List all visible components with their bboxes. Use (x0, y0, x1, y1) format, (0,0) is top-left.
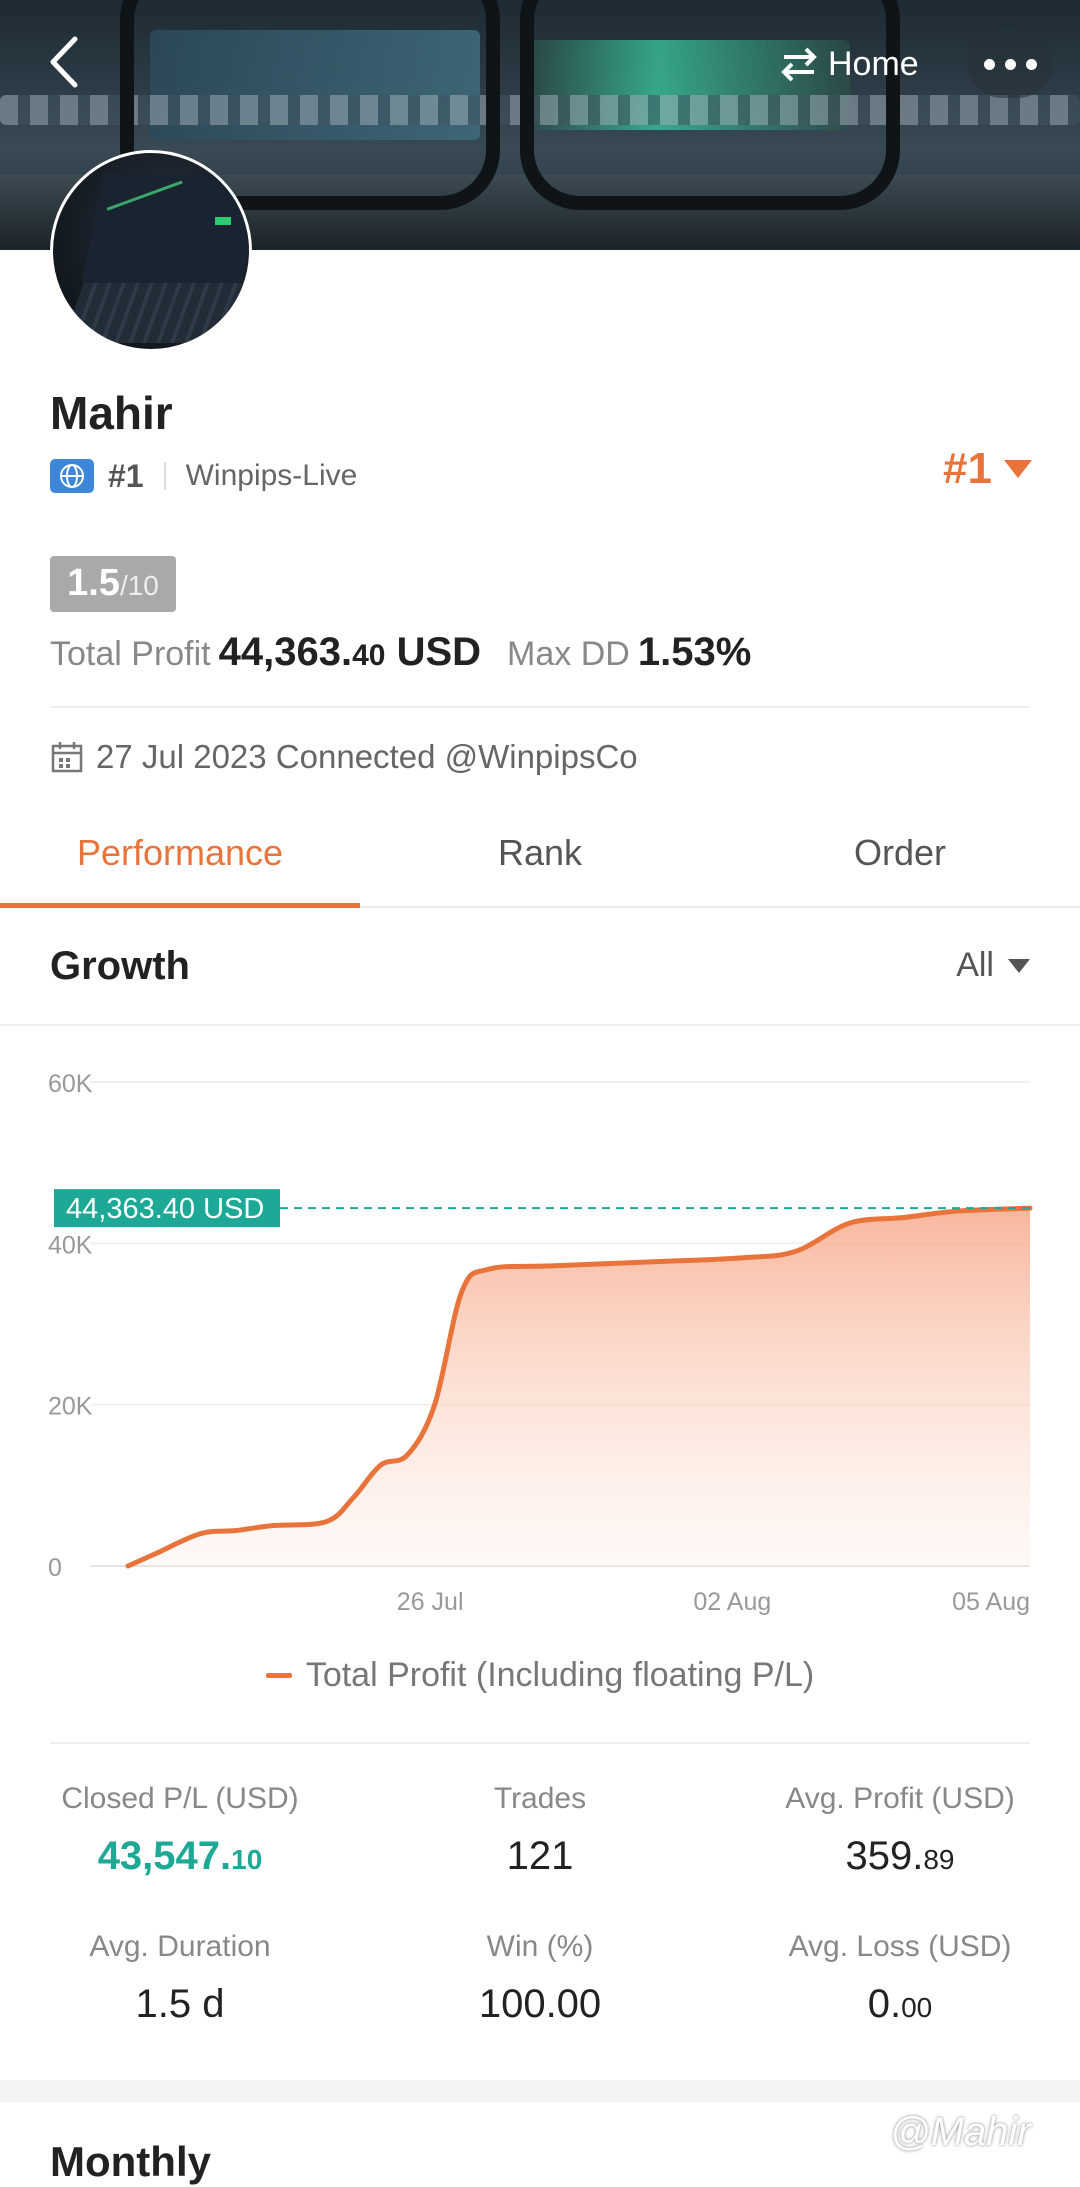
profile-name: Mahir (50, 387, 173, 439)
caret-down-icon (1008, 958, 1030, 973)
profit-summary: Total Profit 44,363.40 USD Max DD 1.53% (50, 630, 751, 675)
separator (163, 462, 166, 490)
stat-label: Closed P/L (USD) (61, 1782, 299, 1815)
y-tick-label: 60K (48, 1070, 93, 1098)
divider (50, 706, 1030, 708)
range-label: All (956, 946, 994, 984)
home-label: Home (828, 44, 919, 83)
watermark: @Mahir (890, 2110, 1031, 2154)
stat-value: 359.89 (845, 1834, 955, 1878)
caret-down-icon (1004, 460, 1032, 478)
chart-legend: Total Profit (Including floating P/L) (0, 1656, 1080, 1695)
score-badge: 1.5/10 (50, 556, 176, 612)
x-tick-label: 05 Aug (952, 1588, 1030, 1616)
rank-dropdown[interactable]: #1 (943, 444, 1032, 494)
divider (50, 1742, 1030, 1744)
range-dropdown[interactable]: All (956, 946, 1030, 985)
dot-icon (983, 58, 995, 70)
growth-header: Growth All (0, 908, 1080, 1026)
avatar[interactable] (50, 150, 252, 352)
global-rank: #1 (108, 457, 144, 494)
score-value: 1.5 (67, 562, 120, 604)
stat-label: Avg. Duration (89, 1930, 271, 1963)
connection-info: 27 Jul 2023 Connected @WinpipsCo (50, 738, 638, 776)
stat-value: 121 (506, 1834, 574, 1878)
current-value-badge: 44,363.40 USD (54, 1189, 280, 1228)
tab-order[interactable]: Order (853, 832, 947, 873)
swap-arrows-icon (781, 47, 817, 82)
banner-dock (0, 95, 1080, 125)
broker-name: Winpips-Live (185, 459, 358, 492)
back-button[interactable] (40, 30, 88, 94)
stat-value: 0.00 (867, 1982, 933, 2026)
rank-row: #1 Winpips-Live (50, 456, 357, 496)
max-dd-label: Max DD (507, 635, 630, 673)
dot-icon (1025, 58, 1037, 70)
stat-cell: Closed P/L (USD) 43,547.10 (0, 1782, 360, 1879)
profit-area (128, 1208, 1030, 1566)
total-profit-label: Total Profit (50, 635, 211, 673)
globe-icon (50, 459, 94, 493)
stat-value: 100.00 (478, 1982, 602, 2026)
stat-label: Win (%) (486, 1930, 594, 1963)
connected-text: 27 Jul 2023 Connected @WinpipsCo (96, 738, 638, 775)
chevron-left-icon (50, 36, 78, 88)
score-suffix: /10 (119, 570, 159, 601)
y-tick-label: 20K (48, 1393, 93, 1421)
stat-label: Avg. Loss (USD) (788, 1930, 1012, 1963)
legend-swatch (265, 1673, 292, 1678)
section-separator (0, 2080, 1080, 2102)
stat-label: Trades (493, 1782, 587, 1815)
tab-rank[interactable]: Rank (497, 832, 583, 873)
current-value-label: 44,363.40 USD (66, 1193, 264, 1225)
growth-chart[interactable]: 0 20K 40K 60K 44,363.40 USD 26 Jul 02 Aug 05 … (0, 1040, 1080, 1620)
stat-cell: Avg. Profit (USD) 359.89 (720, 1782, 1080, 1879)
stat-cell: Avg. Loss (USD) 0.00 (720, 1930, 1080, 2027)
stat-cell: Win (%) 100.00 (360, 1930, 720, 2027)
more-options-button[interactable] (968, 30, 1052, 98)
tab-performance[interactable]: Performance (0, 816, 360, 908)
max-dd-value: 1.53% (637, 630, 752, 674)
total-profit-value: 44,363.40 USD (218, 630, 482, 674)
legend-label: Total Profit (Including floating P/L) (305, 1656, 815, 1694)
monthly-title: Monthly (50, 2138, 211, 2185)
home-button[interactable]: Home (780, 38, 919, 90)
stat-value: 43,547.10 (97, 1834, 263, 1878)
calendar-icon (51, 742, 83, 773)
stat-label: Avg. Profit (USD) (785, 1782, 1015, 1815)
profit-line (125, 1205, 1033, 1569)
growth-title: Growth (50, 944, 190, 988)
x-tick-label: 02 Aug (693, 1588, 771, 1616)
tab-bar: Performance Rank Order (0, 816, 1080, 908)
rank-badge-label: #1 (943, 444, 992, 493)
banner-glasses-right (520, 0, 900, 210)
stat-cell: Trades 121 (360, 1782, 720, 1879)
stat-cell: Avg. Duration 1.5 d (0, 1930, 360, 2027)
y-tick-label: 40K (48, 1231, 93, 1259)
x-tick-label: 26 Jul (397, 1588, 464, 1616)
stat-value: 1.5 d (135, 1982, 225, 2026)
y-tick-label: 0 (48, 1554, 62, 1582)
dot-icon (1004, 58, 1016, 70)
